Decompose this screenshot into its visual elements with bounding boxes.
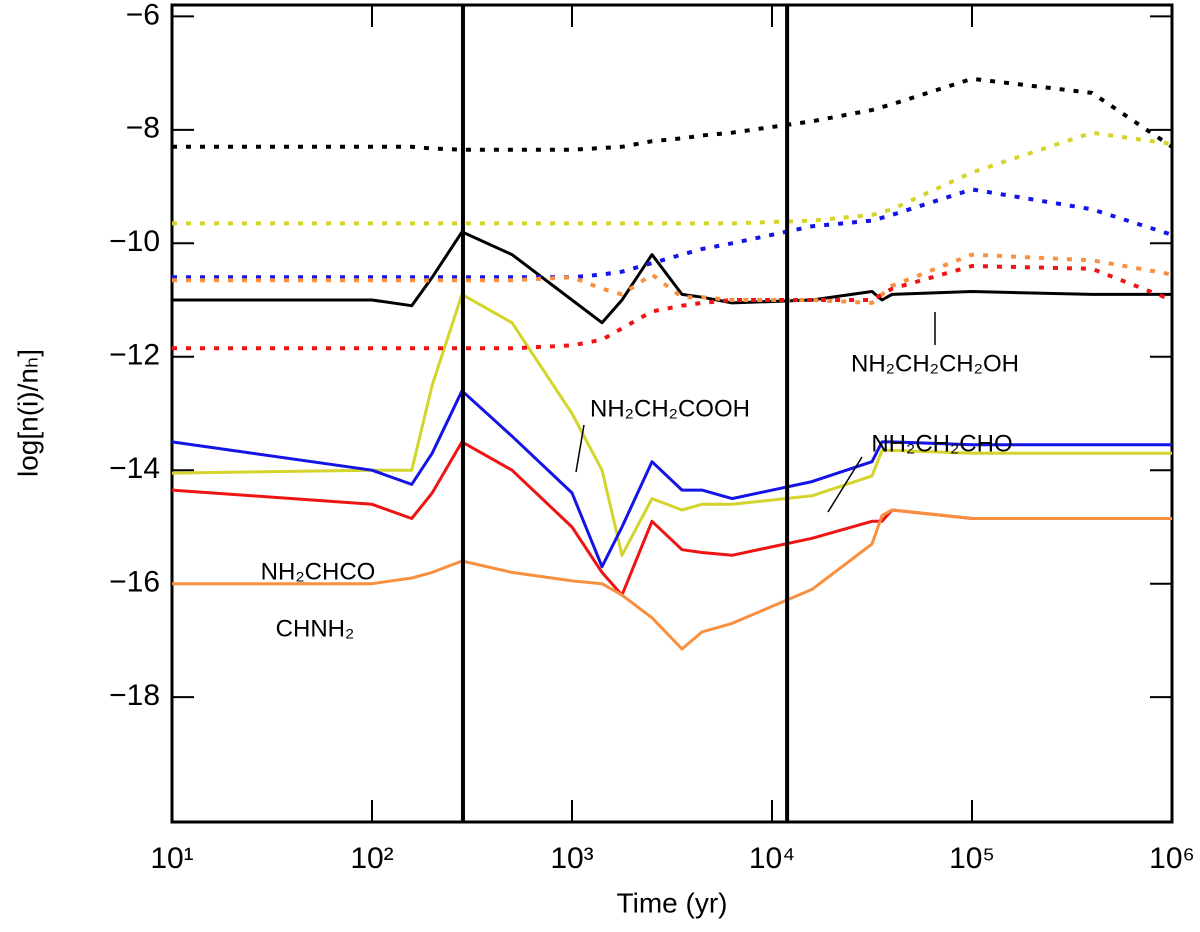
dotted-line: [172, 252, 1173, 305]
y-tick-label: −12: [109, 339, 160, 372]
dotted-line: [172, 76, 1174, 152]
x-axis-label: Time (yr): [617, 887, 728, 918]
y-axis-label: log[n(i)/nₕ]: [12, 349, 43, 477]
annotation: NH₂CH₂CH₂OH: [851, 350, 1019, 377]
y-tick-label: −14: [109, 452, 160, 485]
x-tick-label: 10⁴: [749, 842, 795, 875]
y-tick-label: −18: [109, 679, 160, 712]
plot-frame: [170, 3, 1174, 824]
line: [171, 292, 1172, 557]
dotted-line: [172, 187, 1173, 280]
line: [172, 230, 1172, 325]
annotation: NH₂CH₂CHO: [871, 430, 1012, 457]
annotation: NH₂CH₂COOH: [590, 395, 750, 422]
y-tick-label: −16: [109, 566, 160, 599]
x-tick-label: 10⁶: [1149, 842, 1195, 875]
y-tick-label: −6: [126, 0, 160, 31]
x-tick-label: 10³: [550, 842, 593, 875]
annotation: NH₂CHCO: [261, 558, 376, 585]
x-tick-label: 10²: [350, 842, 393, 875]
line: [171, 389, 1172, 569]
annotation: CHNH₂: [276, 615, 355, 642]
leader-line: [575, 424, 585, 473]
dotted-line: [172, 130, 1173, 226]
leader-line: [827, 456, 863, 513]
x-tick-label: 10¹: [150, 842, 193, 875]
y-tick-label: −10: [109, 225, 160, 258]
line: [172, 508, 1172, 651]
y-tick-label: −8: [126, 112, 160, 145]
x-tick-label: 10⁵: [949, 842, 995, 875]
dotted-line: [172, 264, 1173, 351]
